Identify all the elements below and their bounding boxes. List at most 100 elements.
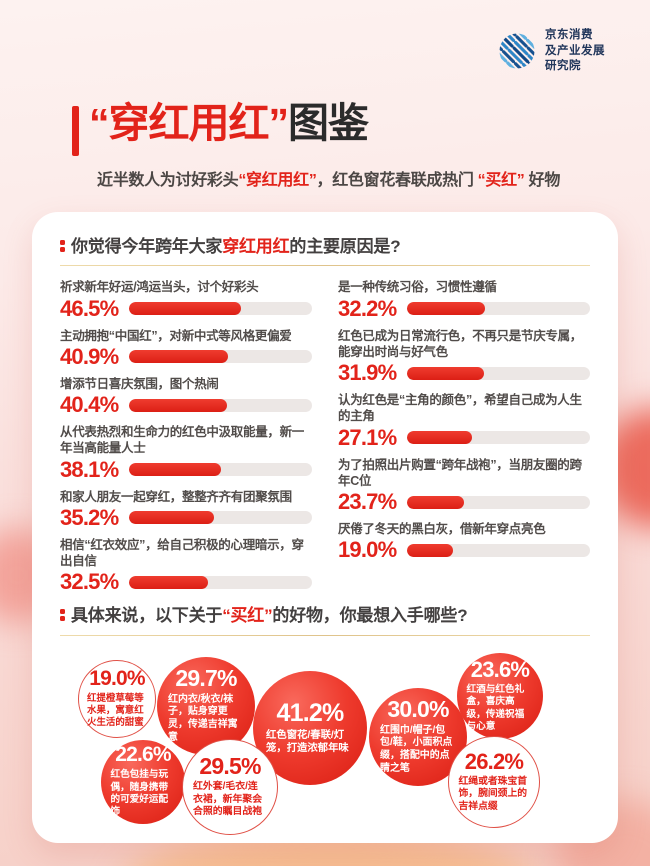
bar-track [129,398,312,412]
content-card: 你觉得今年跨年大家穿红用红的主要原因是? 祈求新年好运/鸿运当头，讨个好彩头 46… [32,212,618,843]
bar-label: 从代表热烈和生命力的红色中汲取能量，新一年当高能量人士 [60,425,305,456]
bar-item: 主动拥抱“中国红”，对新中式等风格更偏爱 40.9% [60,328,312,369]
bubble-label: 红提橙草莓等水果，寓意红火生活的甜蜜 [87,692,144,729]
bar-track [407,495,590,509]
page-subtitle: 近半数人为讨好彩头“穿红用红”，红色窗花春联成热门 “买红” 好物 [97,166,560,190]
text-segment-red: 穿红用红 [222,237,290,256]
text-segment: 的主要原因是? [289,237,401,256]
jd-cri-logo-text: 京东消费 及产业发展 研究院 [545,28,605,75]
bar-item: 为了拍照出片购置“跨年战袍”，当朋友圈的跨年C位 23.7% [338,457,590,514]
bar-value: 40.9% [60,343,119,369]
text-segment: 你觉得今年跨年大家 [71,237,223,256]
text-segment: 图鉴 [288,100,369,146]
divider-line [60,265,590,267]
bar-item: 增添节日喜庆氛围，图个热闹 40.4% [60,376,312,417]
bubble-item: 22.6% 红色包挂与玩偶，随身携带的可爱好运配饰 [101,739,185,824]
bar-label: 是一种传统习俗，习惯性遵循 [338,280,497,295]
divider-line [60,634,590,636]
bar-label: 认为红色是“主角的颜色”，希望自己成为人生的主角 [338,393,582,424]
jd-cri-logo: 京东消费 及产业发展 研究院 [497,28,605,75]
bubble-label: 红内衣/秋衣/袜子，贴身穿更灵，传递吉祥寓意 [168,693,238,743]
title-block: “穿红用红”图鉴 近半数人为讨好彩头“穿红用红”，红色窗花春联成热门 “买红” … [72,100,560,190]
bubble-item: 26.2% 红绳或者珠宝首饰，腕间颈上的吉祥点缀 [448,735,540,828]
bar-track [129,463,312,476]
bar-label: 红色已成为日常流行色，不再只是节庆专属，能穿出时尚与好气色 [338,328,583,359]
bar-fill [407,431,473,444]
bubble-value: 41.2% [276,698,345,727]
bar-value: 23.7% [338,489,397,514]
bubble-label: 红围巾/帽子/包包/鞋，小面积点缀，搭配中的点睛之笔 [380,724,453,774]
bar-item: 认为红色是“主角的颜色”，希望自己成为人生的主角 27.1% [338,392,590,450]
section1-header: 你觉得今年跨年大家穿红用红的主要原因是? [60,236,590,257]
text-segment-red: “买红” [222,606,273,626]
bubble-item: 23.6% 红酒与红色礼盒，喜庆高级，传递祝福与心意 [457,652,543,739]
bar-value: 32.2% [338,295,397,321]
bar-value: 35.2% [60,504,119,530]
bar-track [407,302,590,315]
bar-value: 38.1% [60,456,119,482]
bars-column-right: 是一种传统习俗，习惯性遵循 32.2% 红色已成为日常流行色，不再只是节庆专属，能穿… [338,279,590,601]
section1-question: 你觉得今年跨年大家穿红用红的主要原因是? [71,236,401,257]
bar-value: 40.4% [60,392,119,417]
bar-value: 31.9% [338,360,397,385]
section2-header: 具体来说，以下关于“买红”的好物，你最想入手哪些? [60,605,590,626]
text-segment: 具体来说，以下关于 [71,606,223,626]
text-segment-red: “买红” [477,172,525,189]
bubble-label: 红色窗花/春联/灯笼，打造浓郁年味 [266,729,349,755]
logo-line-1: 京东消费 [545,29,593,41]
page-title: “穿红用红”图鉴 [89,100,369,156]
logo-line-2: 及产业发展 [545,44,605,57]
bar-fill [129,398,227,412]
bubble-item: 29.5% 红外套/毛衣/连衣裙，新年聚会合照的瞩目战袍 [182,738,278,835]
bar-label: 和家人朋友一起穿红，整整齐齐有团聚氛围 [60,489,292,504]
bubble-value: 29.5% [199,752,261,779]
bar-item: 红色已成为日常流行色，不再只是节庆专属，能穿出时尚与好气色 31.9% [338,328,590,385]
bar-item: 和家人朋友一起穿红，整整齐齐有团聚氛围 35.2% [60,489,312,530]
bar-item: 相信“红衣效应”，给自己积极的心理暗示，穿出自信 32.5% [60,537,312,594]
section2-question: 具体来说，以下关于“买红”的好物，你最想入手哪些? [71,605,468,626]
bubble-value: 30.0% [387,696,449,723]
jd-cri-logo-icon [497,31,537,72]
bubble-label: 红酒与红色礼盒，喜庆高级，传递祝福与心意 [466,683,525,732]
bar-track [129,350,312,364]
bar-track [407,366,590,380]
bar-item: 从代表热烈和生命力的红色中汲取能量，新一年当高能量人士 38.1% [60,424,312,482]
bar-track [129,575,312,589]
bar-value: 19.0% [338,537,397,563]
bubble-value: 29.7% [175,665,237,692]
bar-track [407,543,590,557]
bubble-value: 19.0% [89,666,145,690]
title-accent-bar [72,106,79,156]
bar-label: 为了拍照出片购置“跨年战袍”，当朋友圈的跨年C位 [338,457,582,488]
bar-item: 祈求新年好运/鸿运当头，讨个好彩头 46.5% [60,279,312,321]
bubble-value: 23.6% [470,656,530,682]
bar-fill [129,575,208,589]
bar-label: 厌倦了冬天的黑白灰，借新年穿点亮色 [338,522,546,536]
bar-fill [129,463,222,476]
bar-fill [129,302,242,315]
text-segment-red: “穿红用红” [89,100,289,146]
bubble-label: 红外套/毛衣/连衣裙，新年聚会合照的瞩目战袍 [193,781,263,818]
bar-track [407,431,590,444]
bars-column-left: 祈求新年好运/鸿运当头，讨个好彩头 46.5% 主动拥抱“中国红”，对新中式等风格更… [60,279,312,601]
bubble-label: 红色包挂与玩偶，随身携带的可爱好运配饰 [110,769,169,818]
bar-fill [407,302,485,315]
text-segment: 近半数人为讨好彩头 [97,172,239,189]
bar-fill [407,495,465,509]
section-bullet-icon [60,240,65,252]
bar-item: 厌倦了冬天的黑白灰，借新年穿点亮色 19.0% [338,521,590,563]
bar-fill [407,366,485,380]
text-segment: 的好物，你最想入手哪些? [272,606,468,626]
bar-track [129,511,312,525]
bar-label: 主动拥抱“中国红”，对新中式等风格更偏爱 [60,328,292,343]
goods-bubble-chart: 19.0% 红提橙草莓等水果，寓意红火生活的甜蜜 29.7% 红内衣/秋衣/袜子，贴身… [60,649,590,844]
bubble-item: 41.2% 红色窗花/春联/灯笼，打造浓郁年味 [253,670,367,785]
bar-label: 祈求新年好运/鸿运当头，讨个好彩头 [60,280,259,295]
bar-track [129,302,312,315]
bar-value: 27.1% [338,424,397,450]
reasons-bar-chart: 祈求新年好运/鸿运当头，讨个好彩头 46.5% 主动拥抱“中国红”，对新中式等风格更… [60,279,590,601]
bar-item: 是一种传统习俗，习惯性遵循 32.2% [338,279,590,321]
bar-value: 46.5% [60,295,119,321]
bar-label: 相信“红衣效应”，给自己积极的心理暗示，穿出自信 [60,537,304,568]
